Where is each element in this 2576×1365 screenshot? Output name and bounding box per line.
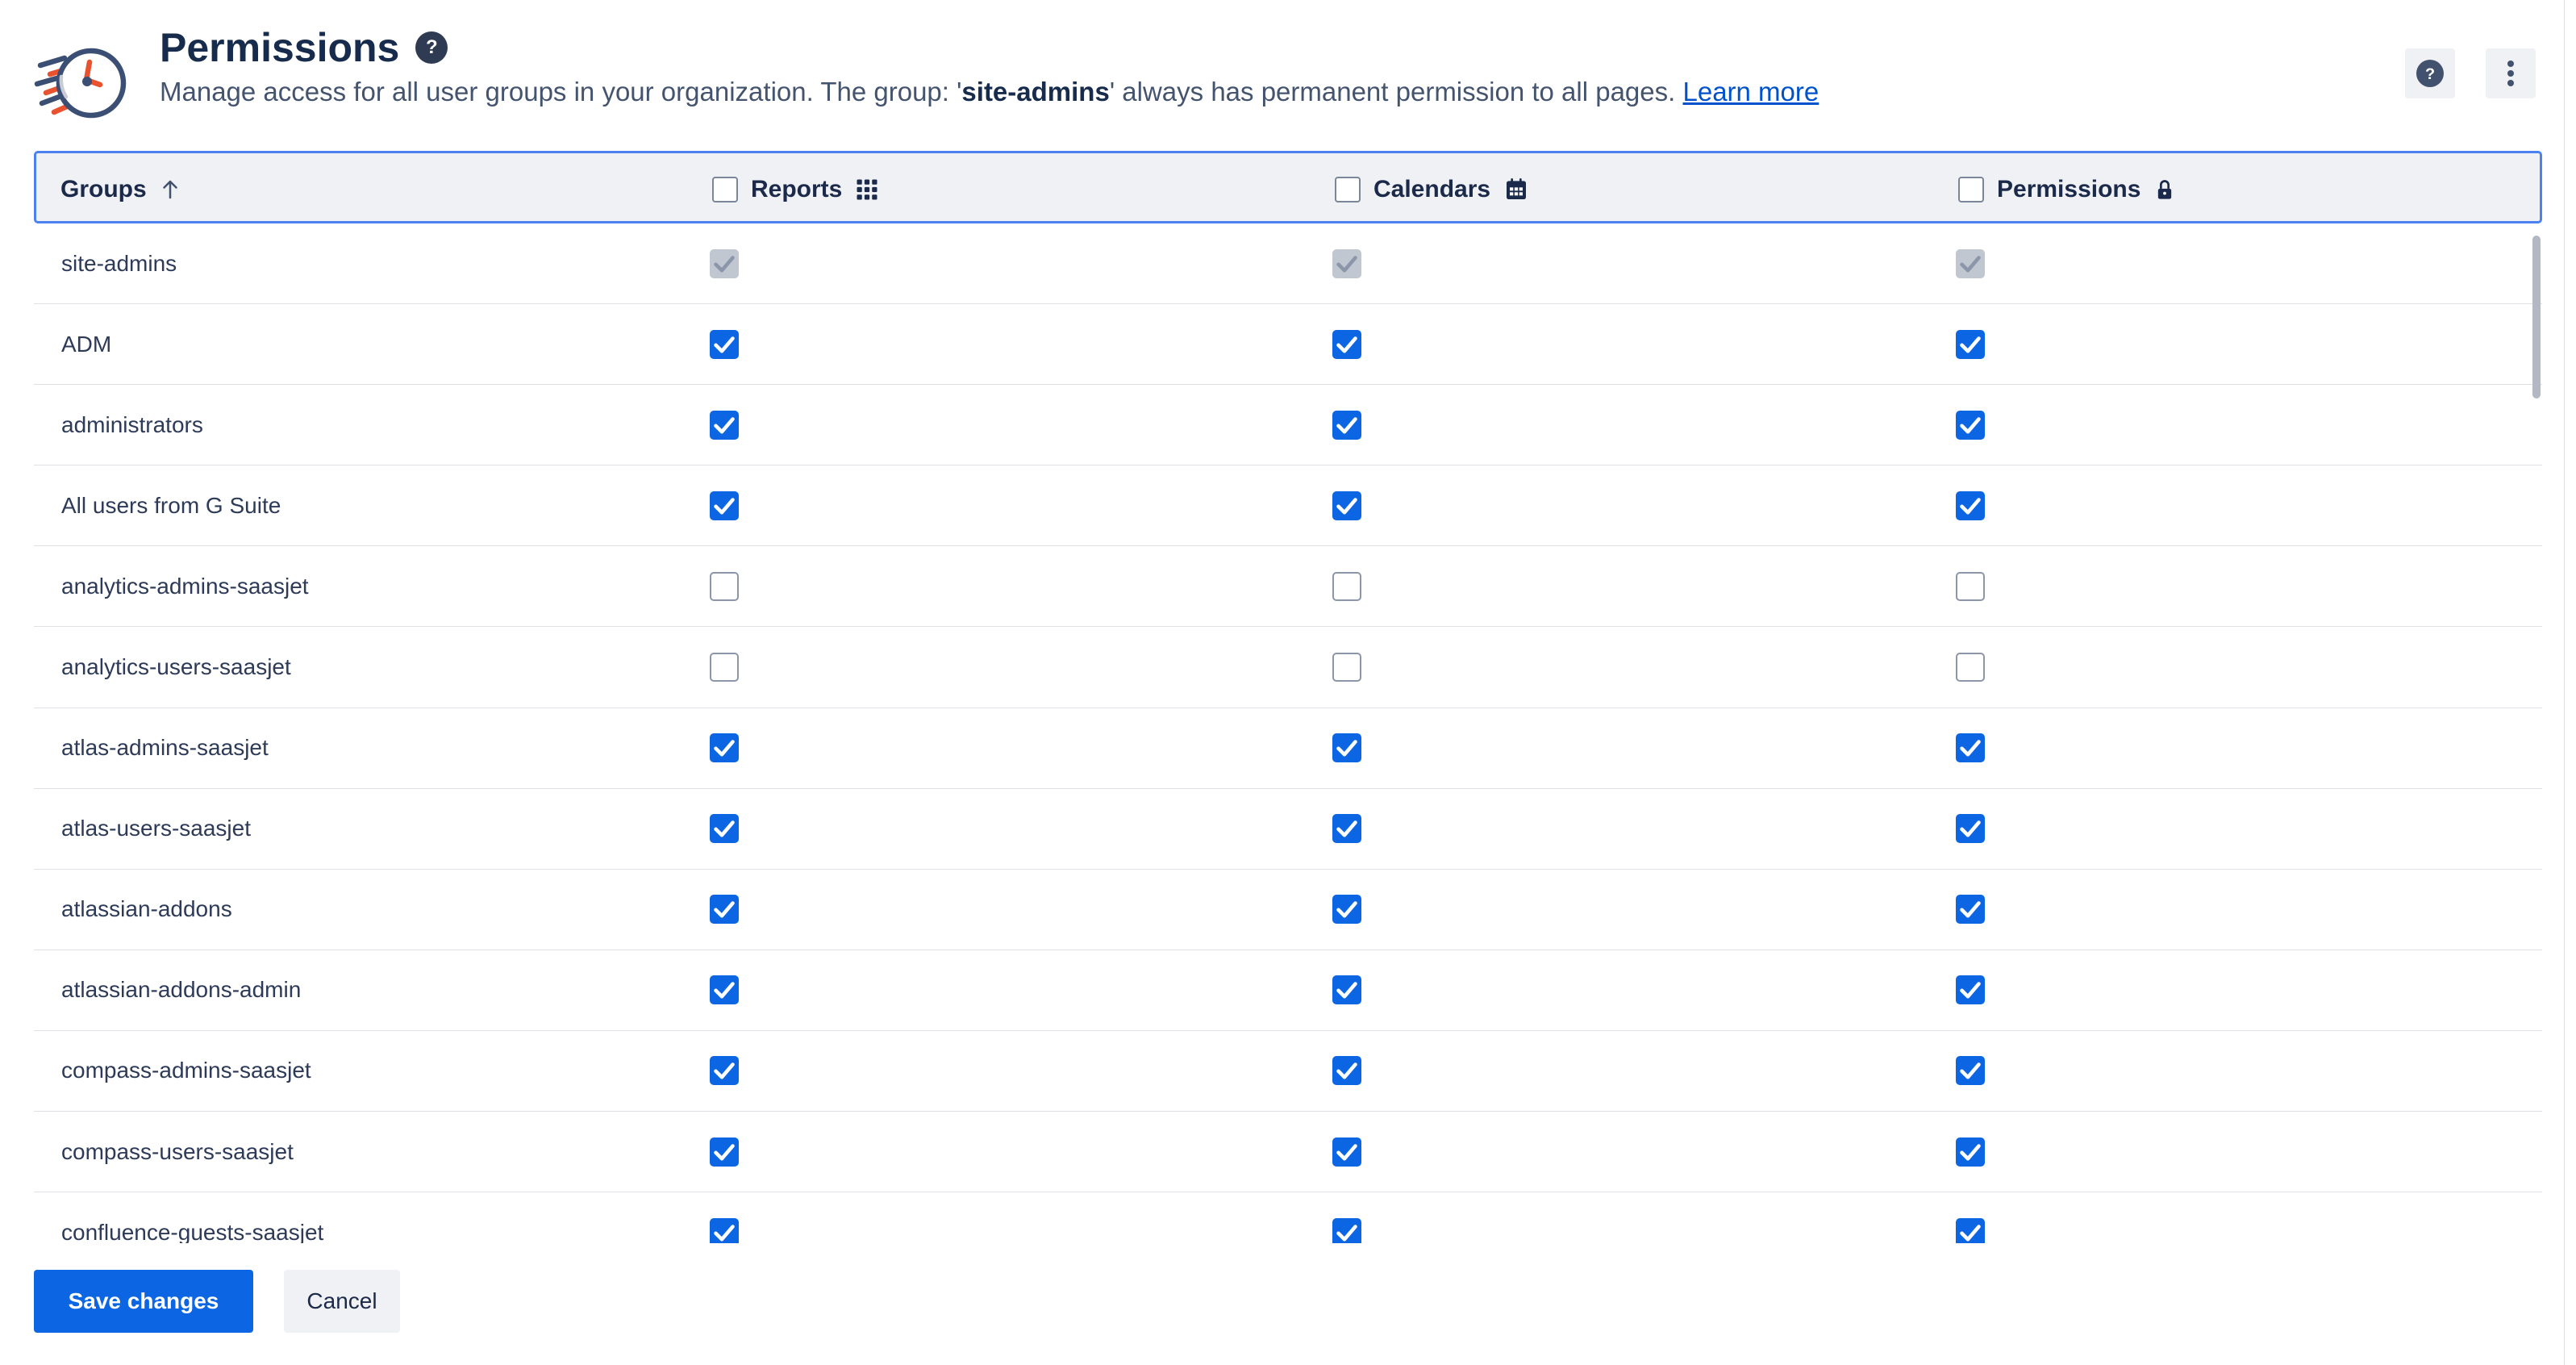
svg-text:?: ? [2425,65,2435,83]
